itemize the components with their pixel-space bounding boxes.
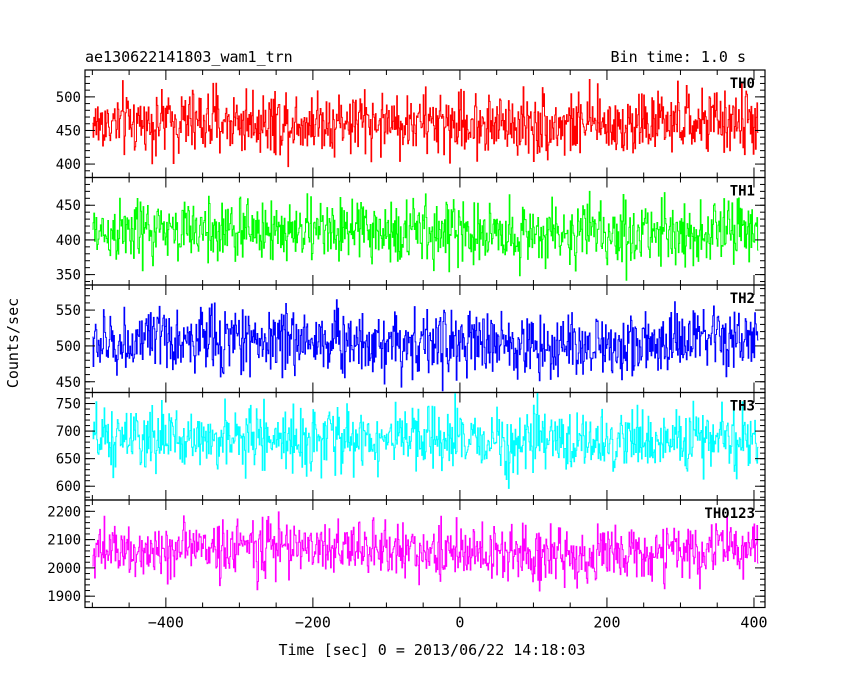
panel-label: TH3 (730, 399, 755, 415)
series-line-th3 (92, 392, 759, 489)
panel-frame (84, 499, 766, 609)
panel-label: TH2 (730, 291, 755, 307)
bin-time-label: Bin time: 1.0 s (611, 48, 746, 66)
series-line-th1 (92, 190, 759, 281)
panel-label: TH0123 (704, 506, 755, 522)
series-line-th0123 (92, 511, 759, 592)
panel-th3: 600 650 700 750 TH3 (56, 391, 766, 501)
x-tick-label: −200 (295, 614, 331, 632)
y-tick-label: 650 (56, 452, 81, 468)
y-tick-label: 700 (56, 424, 81, 440)
panel-label: TH0 (730, 76, 755, 92)
y-tick-label: 2100 (47, 533, 81, 549)
y-tick-label: 550 (56, 303, 81, 319)
plot-title: ae130622141803_wam1_trn (85, 48, 293, 66)
y-axis-label: Counts/sec (4, 298, 22, 388)
y-tick-label: 750 (56, 397, 81, 413)
x-tick-label: 200 (593, 614, 620, 632)
y-tick-label: 500 (56, 90, 81, 106)
y-tick-label: 400 (56, 157, 81, 173)
panel-th2: 450 500 550 TH2 (56, 284, 766, 394)
y-tick-label: 450 (56, 198, 81, 214)
x-axis-label: Time [sec] 0 = 2013/06/22 14:18:03 (278, 641, 585, 659)
x-axis: −400 −200 0 200 400 (148, 614, 768, 632)
y-tick-label: 400 (56, 233, 81, 249)
series-line-th0 (92, 79, 759, 168)
panel-th0123: 1900 2000 2100 2200 TH0123 (47, 499, 766, 609)
x-tick-label: 0 (455, 614, 464, 632)
y-tick-label: 500 (56, 339, 81, 355)
x-tick-label: 400 (740, 614, 767, 632)
panel-th0: 400 450 500 TH0 (56, 69, 766, 179)
x-tick-label: −400 (148, 614, 184, 632)
y-tick-label: 350 (56, 268, 81, 284)
y-tick-label: 600 (56, 479, 81, 495)
y-tick-label: 450 (56, 123, 81, 139)
y-tick-label: 2200 (47, 504, 81, 520)
series-line-th2 (92, 299, 759, 392)
panel-label: TH1 (730, 184, 755, 200)
y-tick-label: 2000 (47, 561, 81, 577)
y-tick-label: 1900 (47, 589, 81, 605)
y-tick-label: 450 (56, 375, 81, 391)
panels-group: 400450500TH0350400450TH1450500550TH26006… (47, 69, 766, 609)
panel-th1: 350 400 450 TH1 (56, 176, 766, 286)
